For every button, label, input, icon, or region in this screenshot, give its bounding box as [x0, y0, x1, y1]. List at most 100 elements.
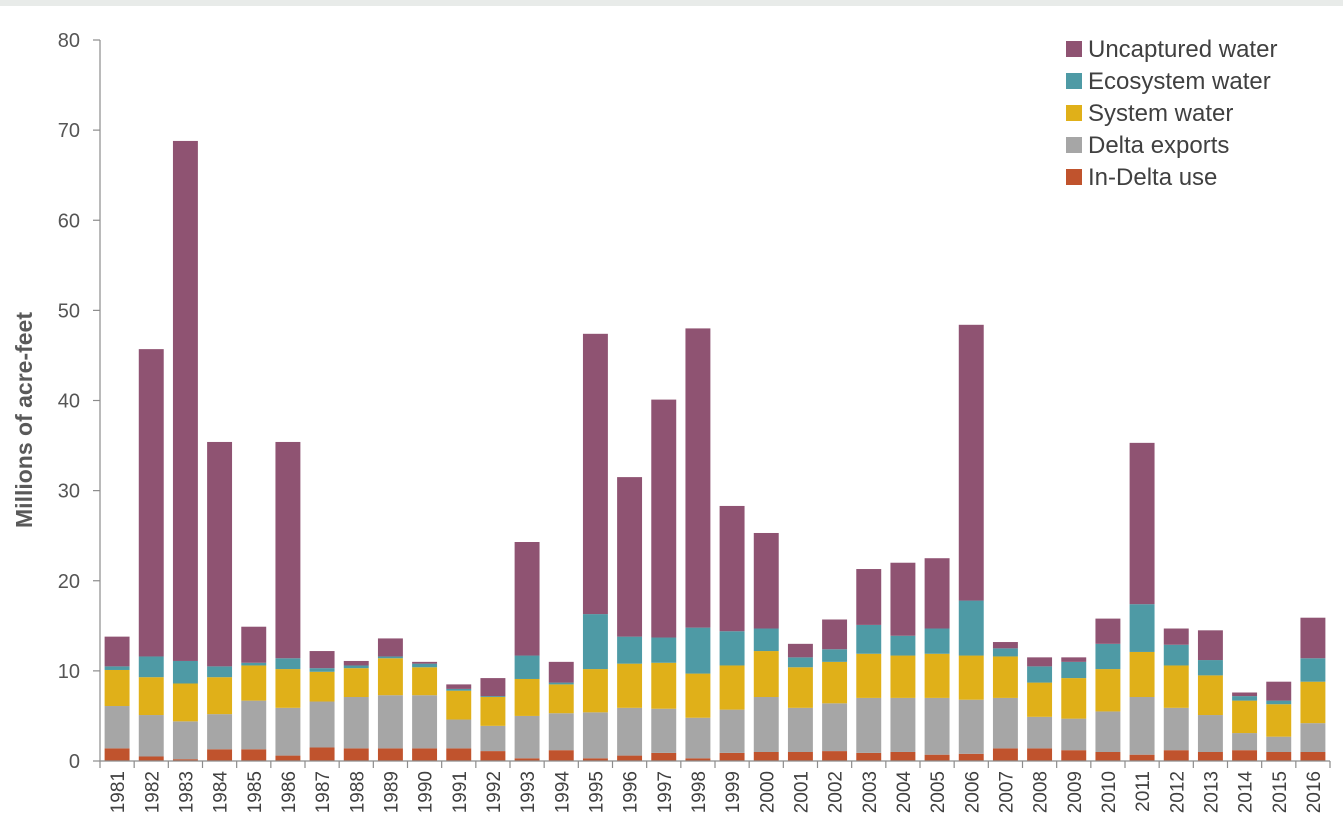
bar-1987-ecosystem-water	[309, 668, 335, 672]
y-tick-label: 60	[58, 210, 80, 232]
bar-1983-ecosystem-water	[172, 660, 198, 684]
x-tick-label: 1986	[279, 771, 300, 813]
bar-2016-delta-exports	[1300, 723, 1326, 752]
x-tick-label: 2012	[1167, 771, 1188, 813]
bar-1990-ecosystem-water	[412, 663, 438, 668]
bar-1995-in-delta-use	[582, 758, 608, 761]
x-tick-label: 2007	[996, 771, 1017, 813]
bar-1993-in-delta-use	[514, 758, 540, 761]
x-tick-label: 2009	[1065, 771, 1086, 813]
bar-1995-system-water	[582, 669, 608, 713]
legend-label: Ecosystem water	[1088, 68, 1271, 95]
x-tick-label: 1990	[416, 771, 437, 813]
bar-1999-in-delta-use	[719, 752, 745, 761]
bar-2016-system-water	[1300, 681, 1326, 724]
bar-2013-ecosystem-water	[1197, 660, 1223, 676]
bar-2001-ecosystem-water	[787, 657, 813, 668]
bar-1995-delta-exports	[582, 712, 608, 759]
x-tick-label: 1997	[655, 771, 676, 813]
bar-1988-ecosystem-water	[343, 665, 369, 669]
bar-1988-in-delta-use	[343, 748, 369, 761]
bar-2013-delta-exports	[1197, 715, 1223, 752]
bar-1996-delta-exports	[617, 707, 643, 756]
bar-1993-delta-exports	[514, 715, 540, 759]
y-axis-label: Millions of acre-feet	[11, 312, 37, 528]
x-tick-label: 1988	[347, 771, 368, 813]
bar-1994-in-delta-use	[548, 750, 574, 761]
bar-2013-in-delta-use	[1197, 751, 1223, 761]
bar-1992-ecosystem-water	[480, 696, 506, 698]
x-tick-label: 1982	[142, 771, 163, 813]
bar-1991-delta-exports	[446, 719, 472, 749]
bar-2006-in-delta-use	[958, 753, 984, 761]
bar-1998-system-water	[685, 673, 711, 718]
bar-1987-in-delta-use	[309, 747, 335, 761]
bar-2012-uncaptured-water	[1163, 628, 1189, 645]
bar-1991-system-water	[446, 690, 472, 720]
x-tick-label: 1989	[381, 771, 402, 813]
bar-1985-system-water	[241, 665, 267, 701]
x-tick-label: 1984	[211, 771, 232, 814]
x-tick-label: 2004	[894, 771, 915, 814]
bar-2006-ecosystem-water	[958, 600, 984, 656]
bar-2006-uncaptured-water	[958, 324, 984, 601]
bar-2013-system-water	[1197, 675, 1223, 716]
bar-1986-delta-exports	[275, 707, 301, 756]
bar-1982-ecosystem-water	[138, 656, 164, 678]
bar-1985-ecosystem-water	[241, 662, 267, 666]
bar-2004-ecosystem-water	[890, 635, 916, 656]
bar-1997-delta-exports	[651, 708, 677, 753]
bar-1999-delta-exports	[719, 709, 745, 753]
bar-2009-ecosystem-water	[1061, 661, 1087, 679]
stacked-bar-chart: 0 10 20 30 40 50 60 70 80 1981 1982 1983 1984 1985 198…	[11, 30, 1331, 814]
bar-2014-system-water	[1232, 700, 1258, 734]
bar-1987-uncaptured-water	[309, 651, 335, 669]
bar-2004-uncaptured-water	[890, 562, 916, 636]
bar-2000-system-water	[753, 651, 779, 698]
bar-1994-ecosystem-water	[548, 682, 574, 685]
bar-2015-uncaptured-water	[1266, 681, 1292, 701]
bar-1982-uncaptured-water	[138, 349, 164, 657]
bar-2008-in-delta-use	[1027, 748, 1053, 761]
y-tick-label: 30	[58, 481, 80, 503]
x-tick-label: 1996	[621, 771, 642, 813]
bar-2012-ecosystem-water	[1163, 644, 1189, 666]
bar-1981-ecosystem-water	[104, 666, 130, 670]
bar-1989-uncaptured-water	[377, 638, 403, 657]
bar-2010-system-water	[1095, 669, 1121, 712]
bar-2013-uncaptured-water	[1197, 630, 1223, 661]
bar-1981-uncaptured-water	[104, 636, 130, 667]
bar-2005-ecosystem-water	[924, 628, 950, 654]
bar-2008-system-water	[1027, 682, 1053, 717]
bar-1992-delta-exports	[480, 725, 506, 752]
x-tick-label: 1998	[689, 771, 710, 813]
bar-1995-ecosystem-water	[582, 614, 608, 670]
bar-2009-system-water	[1061, 678, 1087, 719]
bar-1995-uncaptured-water	[582, 333, 608, 615]
bar-2005-in-delta-use	[924, 754, 950, 761]
bar-1986-system-water	[275, 669, 301, 708]
bar-1998-delta-exports	[685, 717, 711, 759]
bar-1984-delta-exports	[207, 714, 233, 750]
x-tick-label: 1985	[245, 771, 266, 813]
bar-2001-uncaptured-water	[787, 643, 813, 658]
x-tick-label: 1995	[586, 771, 607, 813]
x-tick-label: 1987	[313, 771, 334, 813]
bar-1994-uncaptured-water	[548, 661, 574, 683]
legend-label: System water	[1088, 100, 1233, 127]
bar-2004-system-water	[890, 655, 916, 698]
bar-1991-uncaptured-water	[446, 684, 472, 689]
bars-layer	[104, 140, 1326, 761]
bar-2012-system-water	[1163, 665, 1189, 708]
bar-2016-ecosystem-water	[1300, 658, 1326, 682]
bar-1999-system-water	[719, 665, 745, 710]
legend-swatch	[1066, 137, 1082, 153]
bar-1981-delta-exports	[104, 706, 130, 749]
bar-2008-ecosystem-water	[1027, 666, 1053, 683]
bar-1981-system-water	[104, 669, 130, 707]
x-tick-label: 2000	[757, 771, 778, 813]
bar-1990-in-delta-use	[412, 748, 438, 761]
x-tick-label: 1992	[484, 771, 505, 813]
bar-1988-system-water	[343, 668, 369, 698]
bar-2016-in-delta-use	[1300, 751, 1326, 761]
